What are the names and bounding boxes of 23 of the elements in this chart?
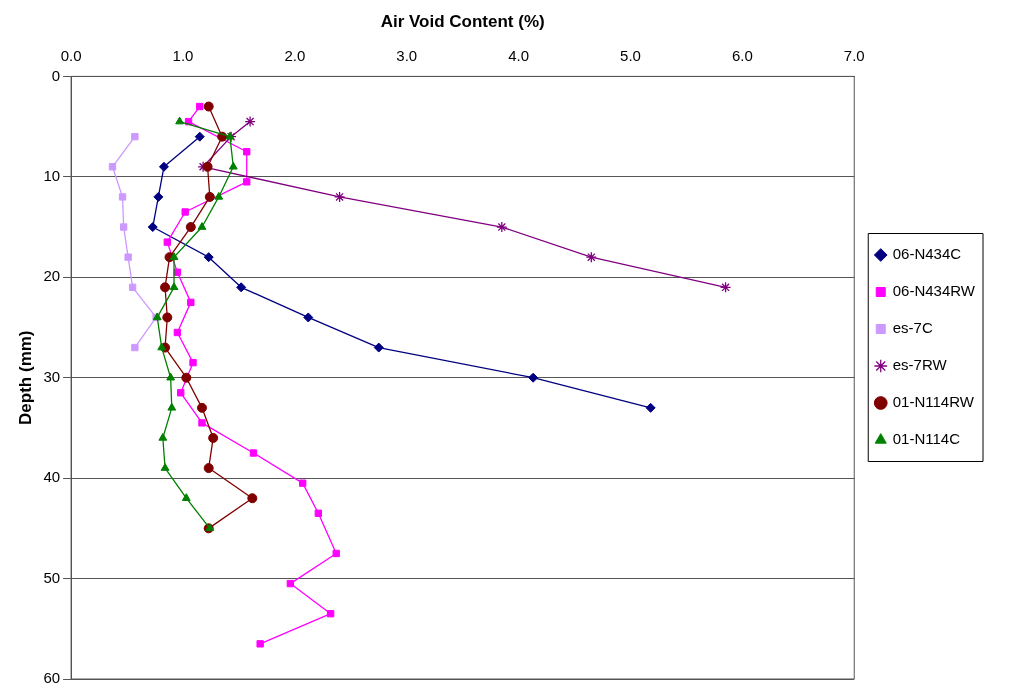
y-tick-label: 10 bbox=[43, 166, 61, 184]
x-tick-label: 4.0 bbox=[508, 46, 530, 64]
x-tick-label: 0.0 bbox=[60, 46, 82, 64]
y-tick-label: 30 bbox=[43, 367, 61, 385]
legend-label: 06-N434RW bbox=[892, 282, 976, 300]
x-axis-title: Air Void Content (%) bbox=[380, 11, 545, 31]
legend-label: 01-N114C bbox=[892, 430, 961, 448]
legend-label: es-7C bbox=[892, 319, 933, 337]
y-tick-label: 60 bbox=[43, 669, 61, 687]
x-tick-label: 7.0 bbox=[843, 46, 865, 64]
x-tick-label: 3.0 bbox=[396, 46, 418, 64]
legend-label: 06-N434C bbox=[892, 245, 962, 263]
x-tick-label: 2.0 bbox=[284, 46, 306, 64]
y-tick-label: 40 bbox=[43, 468, 61, 486]
y-tick-label: 20 bbox=[43, 267, 61, 285]
y-tick-label: 50 bbox=[43, 568, 61, 586]
x-tick-label: 6.0 bbox=[731, 46, 753, 64]
y-axis-title: Depth (mm) bbox=[15, 330, 35, 425]
y-tick-label: 0 bbox=[51, 66, 61, 84]
x-tick-label: 1.0 bbox=[172, 46, 194, 64]
x-tick-label: 5.0 bbox=[620, 46, 641, 64]
legend-label: es-7RW bbox=[892, 356, 948, 374]
legend-label: 01-N114RW bbox=[892, 393, 975, 411]
